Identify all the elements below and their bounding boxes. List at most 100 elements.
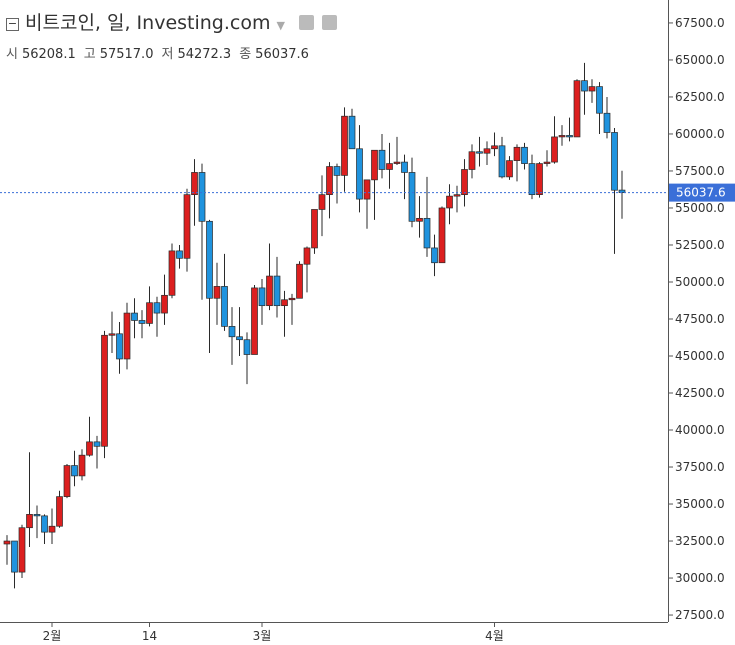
y-tick-label: 40000.0 <box>675 423 725 437</box>
y-tick-label: 52500.0 <box>675 238 725 252</box>
candle-body <box>528 163 536 196</box>
candle-body <box>168 250 176 296</box>
candle-body <box>191 172 198 196</box>
candle-body <box>483 148 491 154</box>
candle-body <box>101 334 108 447</box>
candle-body <box>378 149 386 170</box>
y-tick-label: 32500.0 <box>675 534 725 548</box>
candle-body <box>408 172 416 222</box>
candle-body <box>363 179 371 200</box>
eye-icon[interactable] <box>299 15 315 30</box>
candle-body <box>491 145 498 150</box>
candle-body <box>588 86 596 92</box>
candle-body <box>266 275 273 307</box>
candle-body <box>123 312 131 360</box>
candle-body <box>453 194 461 197</box>
candle-body <box>446 195 453 209</box>
candle-body <box>18 527 26 573</box>
y-tick-label: 45000.0 <box>675 349 725 363</box>
candle-body <box>48 525 56 533</box>
candle-body <box>56 496 63 527</box>
candle-body <box>536 163 543 196</box>
candle-body <box>221 286 228 327</box>
collapse-icon[interactable]: − <box>6 17 19 31</box>
candle-body <box>558 135 566 138</box>
candle-body <box>176 250 183 259</box>
candle-body <box>326 166 333 196</box>
candle-body <box>348 115 356 150</box>
x-tick-label: 3월 <box>253 629 272 643</box>
candle-body <box>468 151 476 170</box>
candle-body <box>243 339 251 355</box>
candle-body <box>258 287 266 307</box>
chart-title: 비트코인, 일, Investing.com <box>25 12 271 34</box>
candle-body <box>138 320 146 324</box>
candle-body <box>236 336 243 341</box>
y-tick-label: 65000.0 <box>675 53 725 67</box>
candle-body <box>86 441 93 456</box>
candle-body <box>303 247 311 265</box>
candle-body <box>311 209 318 249</box>
y-tick-label: 37500.0 <box>675 460 725 474</box>
y-tick-label: 57500.0 <box>675 164 725 178</box>
candle-body <box>393 161 401 164</box>
candle-body <box>438 207 446 264</box>
candle-body <box>11 540 18 573</box>
candle-body <box>573 80 581 138</box>
candle-body <box>521 146 528 164</box>
candle-body <box>146 302 153 324</box>
ohlc-value: 57517.0 <box>99 47 154 62</box>
candle-body <box>228 326 236 338</box>
candle-body <box>611 132 618 191</box>
candle-body <box>401 161 408 173</box>
candle-body <box>603 112 611 133</box>
candle-body <box>78 454 86 477</box>
candle-body <box>183 194 191 259</box>
y-tick-label: 55000.0 <box>675 201 725 215</box>
candle-body <box>71 465 78 477</box>
candle-body <box>33 514 41 517</box>
dropdown-icon[interactable]: ▼ <box>276 19 286 32</box>
candle-body <box>288 297 296 301</box>
last-price-box <box>669 183 735 202</box>
y-tick-label: 35000.0 <box>675 497 725 511</box>
candle-body <box>416 217 423 222</box>
ohlc-legend: 시 56208.1 고 57517.0 저 54272.3 종 56037.6 <box>6 43 317 62</box>
candle-body <box>296 263 303 299</box>
y-tick-label: 30000.0 <box>675 571 725 585</box>
ohlc-label: 종 <box>239 47 252 62</box>
candle-body <box>333 166 341 176</box>
settings-icon[interactable] <box>322 15 338 30</box>
ohlc-value: 54272.3 <box>177 47 232 62</box>
x-tick-label: 14 <box>142 629 157 643</box>
candle-body <box>108 333 116 336</box>
candle-body <box>513 146 521 161</box>
candle-body <box>213 286 221 299</box>
ohlc-value: 56037.6 <box>255 47 309 62</box>
y-tick-label: 67500.0 <box>675 16 725 30</box>
candle-body <box>161 294 168 314</box>
candle-body <box>423 217 431 249</box>
candle-body <box>461 169 468 196</box>
candle-body <box>431 247 438 264</box>
x-tick-label: 2월 <box>43 629 62 643</box>
candle-body <box>566 135 573 138</box>
candle-body <box>26 514 33 529</box>
ohlc-label: 저 <box>161 47 174 62</box>
candle-body <box>131 312 138 321</box>
last-price-label: 56037.6 <box>676 186 726 200</box>
candle-body <box>476 151 483 154</box>
candle-body <box>506 160 513 178</box>
candle-body <box>318 194 326 210</box>
y-tick-label: 42500.0 <box>675 386 725 400</box>
ohlc-value: 56208.1 <box>21 47 76 62</box>
y-tick-label: 47500.0 <box>675 312 725 326</box>
candle-body <box>341 115 348 176</box>
candle-body <box>281 299 288 307</box>
candle-body <box>206 220 213 299</box>
candle-body <box>273 275 281 307</box>
candle-body <box>63 465 71 497</box>
candle-body <box>581 80 588 92</box>
